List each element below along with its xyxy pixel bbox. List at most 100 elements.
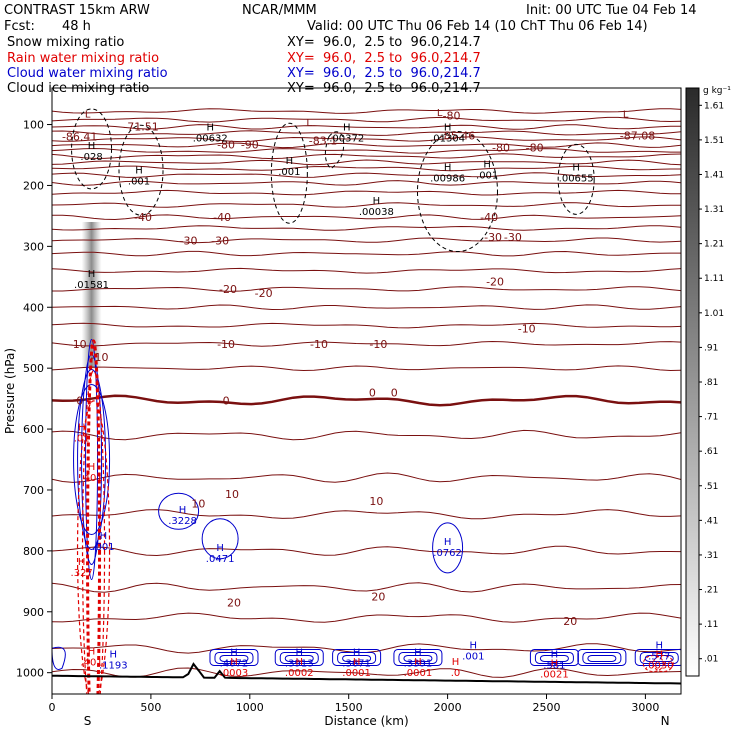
- extremum-marker: H: [295, 648, 303, 659]
- extremum-value: .00038: [359, 207, 394, 218]
- extremum-value: .327: [71, 568, 93, 579]
- extremum-marker: L: [437, 108, 443, 119]
- extremum-marker: L: [306, 118, 312, 129]
- colorbar-label: .91: [704, 343, 718, 353]
- extremum-marker: H: [551, 659, 559, 670]
- colorbar-unit: g kg⁻¹: [703, 86, 731, 96]
- extremum-value: .001: [462, 651, 484, 662]
- field-snow-xy: XY= 96.0, 2.5 to 96.0,214.7: [287, 35, 481, 50]
- isotherm-line: [52, 322, 681, 329]
- model-title: CONTRAST 15km ARW: [4, 3, 150, 18]
- cloud-water-contour: [337, 651, 377, 664]
- field-snow-label: Snow mixing ratio: [7, 35, 125, 50]
- snow-contour: [270, 122, 308, 224]
- isotherm-line: [52, 214, 681, 221]
- extremum-value: .3671: [342, 659, 371, 670]
- extremum-marker: H: [88, 462, 96, 473]
- extremum-marker: H: [78, 422, 86, 433]
- isotherm-label: -83.1: [309, 134, 337, 147]
- extremum-value: .0762: [433, 548, 462, 559]
- extremum-value: .028: [80, 152, 102, 163]
- x-tick-label: 1500: [335, 701, 363, 714]
- cloud-water-contour: [432, 522, 464, 574]
- field-rain-label: Rain water mixing ratio: [7, 51, 160, 66]
- extremum-value: .001: [128, 176, 150, 187]
- colorbar-label: .51: [704, 482, 718, 492]
- extremum-marker: H: [206, 123, 214, 134]
- colorbar-label: 1.61: [704, 101, 724, 111]
- isotherm-label: -40: [213, 211, 231, 224]
- colorbar-label: .31: [704, 551, 718, 561]
- field-cloud-water-xy: XY= 96.0, 2.5 to 96.0,214.7: [287, 66, 481, 81]
- isotherm-label: -10: [369, 338, 387, 351]
- extremum-marker: H: [78, 557, 86, 568]
- isotherm-line: [52, 365, 681, 372]
- terrain-line: [52, 662, 681, 685]
- extremum-marker: H: [551, 650, 559, 661]
- isotherm-line: [52, 165, 681, 172]
- rain-contour: [652, 655, 674, 673]
- isotherm-line: [52, 180, 681, 186]
- y-tick-label: 700: [23, 484, 44, 497]
- extremum-value: .0001: [342, 668, 371, 679]
- x-axis-title: Distance (km): [324, 714, 408, 728]
- extremum-value: .3391: [404, 659, 433, 670]
- isotherm-label: -80: [443, 109, 461, 122]
- north-end-label: N: [661, 714, 670, 728]
- extremum-marker: H: [444, 162, 452, 173]
- cloud-water-contour: [582, 651, 622, 664]
- isotherm-label: -80: [492, 142, 510, 155]
- colorbar-label: 1.21: [704, 240, 724, 250]
- snow-shading-plume: [81, 221, 102, 369]
- isotherm-label: -71.51: [123, 120, 158, 133]
- x-tick-label: 0: [49, 701, 56, 714]
- cloud-water-contour: [577, 648, 627, 666]
- extremum-marker: H: [373, 196, 381, 207]
- cloud-water-contour: [158, 492, 200, 530]
- y-axis-title: Pressure (hPa): [3, 348, 17, 434]
- isotherm-line: [52, 340, 681, 347]
- isotherm-line: [52, 159, 681, 166]
- isotherm-line: [52, 545, 681, 557]
- isotherm-label: -80: [526, 142, 544, 155]
- extremum-value: .01304: [430, 134, 465, 145]
- isotherm-line: [52, 172, 681, 178]
- colorbar-label: .21: [704, 586, 718, 596]
- isotherm-label: -30: [211, 234, 229, 247]
- extremum-value: .0003: [220, 668, 249, 679]
- cloud-water-contour: [219, 654, 249, 662]
- extremum-value: .0002: [285, 668, 314, 679]
- cloud-water-contour: [274, 648, 324, 666]
- isotherm-line: [52, 250, 681, 257]
- cloud-water-contour: [398, 651, 438, 664]
- colorbar-label: 1.41: [704, 170, 724, 180]
- cloud-water-contour: [634, 648, 681, 666]
- extremum-marker: L: [85, 109, 91, 120]
- isotherm-line: [52, 147, 681, 154]
- isotherm-line: [52, 472, 681, 483]
- extremum-marker: H: [353, 657, 361, 668]
- cloud-water-contour: [77, 369, 107, 551]
- x-tick-label: 500: [140, 701, 161, 714]
- cloud-water-contour: [342, 654, 372, 662]
- rain-contour: [81, 370, 106, 694]
- isotherm-label: 0: [391, 387, 398, 400]
- y-tick-label: 600: [23, 423, 44, 436]
- extremum-value: .00372: [329, 134, 364, 145]
- isotherm-label: -86.41: [62, 131, 97, 144]
- cloud-water-contour: [52, 646, 66, 670]
- y-tick-label: 100: [23, 119, 44, 132]
- colorbar-label: .41: [704, 516, 718, 526]
- field-rain-xy: XY= 96.0, 2.5 to 96.0,214.7: [287, 51, 481, 66]
- colorbar-label: 1.31: [704, 205, 724, 215]
- extremum-marker: H: [230, 657, 238, 668]
- south-end-label: S: [84, 714, 92, 728]
- isotherm-label: -20: [219, 283, 237, 296]
- isotherm-label: -30: [484, 231, 502, 244]
- valid-time: Valid: 00 UTC Thu 06 Feb 14 (10 ChT Thu …: [307, 19, 648, 34]
- field-cloud-water-label: Cloud water mixing ratio: [7, 66, 168, 81]
- extremum-value: .01: [74, 433, 90, 444]
- extremum-value: .00632: [193, 134, 228, 145]
- extremum-marker: H: [88, 141, 96, 152]
